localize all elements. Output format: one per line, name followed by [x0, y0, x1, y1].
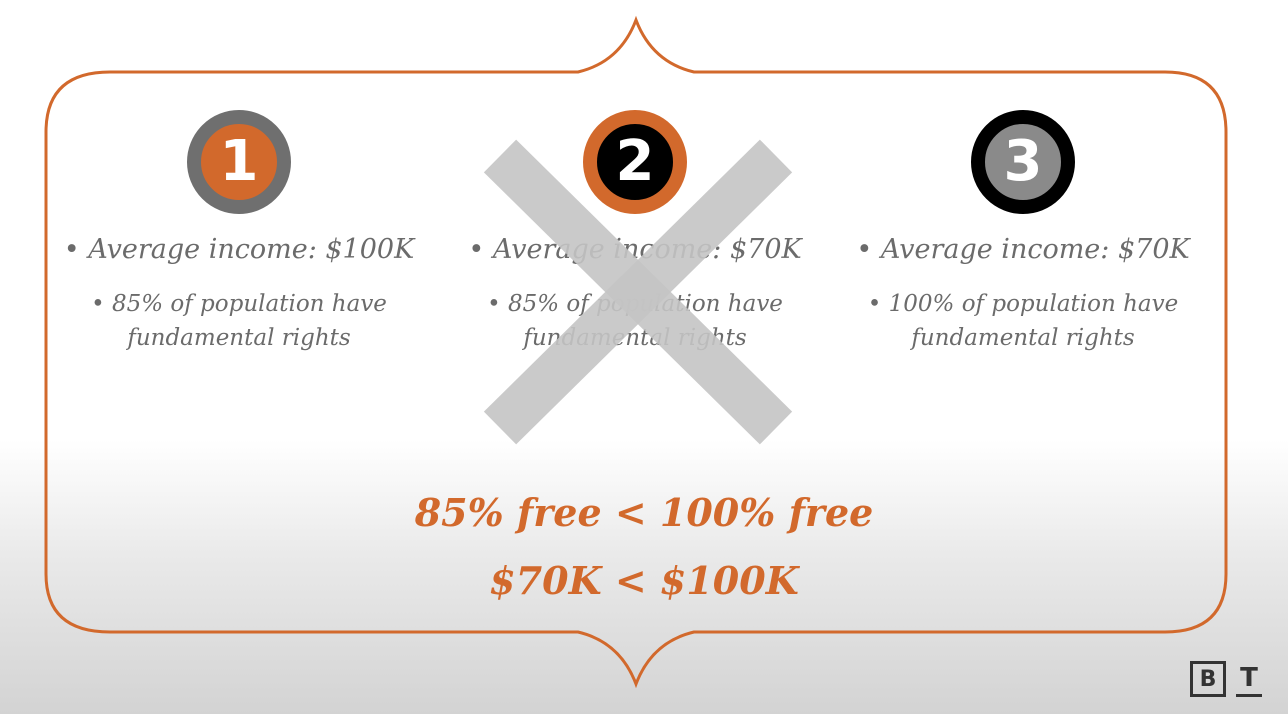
option-2-column: 2 • Average income: $70K • 85% of popula… — [440, 110, 830, 355]
option-1-income: • Average income: $100K — [63, 234, 415, 265]
number-3-badge: 3 — [971, 110, 1075, 214]
income-comparison: $70K < $100K — [489, 558, 799, 603]
option-2-population-line2: fundamental rights — [523, 325, 747, 351]
option-1-column: 1 • Average income: $100K • 85% of popul… — [44, 110, 434, 355]
bigthink-logo: B T — [1190, 661, 1262, 697]
option-3-number: 3 — [1003, 129, 1043, 194]
option-3-income: • Average income: $70K — [856, 234, 1190, 265]
freedom-comparison: 85% free < 100% free — [414, 490, 874, 535]
option-3-population-line1: • 100% of population have — [867, 291, 1179, 317]
option-2-income: • Average income: $70K — [468, 234, 802, 265]
option-2-number: 2 — [615, 129, 655, 194]
option-3-population: • 100% of population have fundamental ri… — [828, 287, 1218, 355]
option-3-population-line2: fundamental rights — [911, 325, 1135, 351]
logo-letter-t: T — [1236, 661, 1262, 697]
number-2-badge: 2 — [583, 110, 687, 214]
logo-letter-b: B — [1190, 661, 1226, 697]
option-1-number: 1 — [219, 129, 259, 194]
option-2-population: • 85% of population have fundamental rig… — [440, 287, 830, 355]
option-1-population-line2: fundamental rights — [127, 325, 351, 351]
option-1-population-line1: • 85% of population have — [91, 291, 387, 317]
option-1-population: • 85% of population have fundamental rig… — [44, 287, 434, 355]
number-1-badge: 1 — [187, 110, 291, 214]
option-2-population-line1: • 85% of population have — [487, 291, 783, 317]
option-3-column: 3 • Average income: $70K • 100% of popul… — [828, 110, 1218, 355]
